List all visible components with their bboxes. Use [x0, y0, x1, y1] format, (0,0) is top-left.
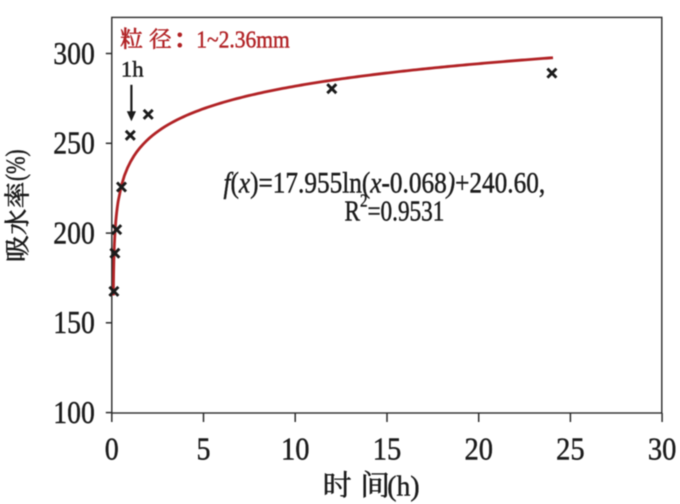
svg-text:15: 15 [373, 431, 402, 466]
svg-text:1~2.36mm: 1~2.36mm [196, 27, 290, 54]
svg-text:10: 10 [281, 431, 310, 466]
svg-text:(%): (%) [1, 150, 31, 182]
svg-text:200: 200 [53, 216, 95, 251]
svg-text:30: 30 [648, 431, 677, 466]
svg-text:25: 25 [556, 431, 585, 466]
svg-text:300: 300 [53, 36, 95, 71]
svg-text:150: 150 [53, 305, 95, 340]
svg-text:250: 250 [53, 126, 95, 161]
svg-text:1h: 1h [121, 57, 144, 82]
svg-text:0: 0 [105, 431, 119, 466]
svg-text:f(x)=17.955ln(x-0.068)+240.60,: f(x)=17.955ln(x-0.068)+240.60, [224, 165, 546, 199]
svg-text:(h): (h) [387, 470, 419, 502]
svg-text:R2=0.9531: R2=0.9531 [345, 190, 445, 227]
svg-text:5: 5 [197, 431, 211, 466]
svg-text:20: 20 [464, 431, 493, 466]
svg-text:100: 100 [53, 395, 95, 430]
